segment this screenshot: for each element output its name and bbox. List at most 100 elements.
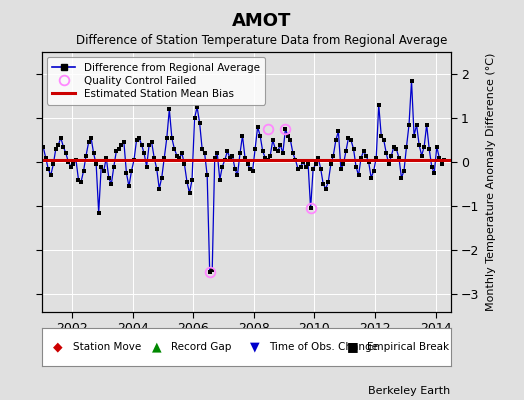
Point bbox=[428, 163, 436, 170]
Point bbox=[135, 135, 143, 141]
Point bbox=[190, 115, 199, 121]
Point bbox=[322, 186, 330, 192]
Point bbox=[90, 150, 98, 156]
Point bbox=[147, 139, 156, 146]
Point bbox=[425, 146, 433, 152]
Point bbox=[347, 137, 355, 143]
Point bbox=[365, 159, 373, 165]
Text: Empirical Break: Empirical Break bbox=[367, 342, 449, 352]
Text: Berkeley Earth: Berkeley Earth bbox=[368, 386, 451, 396]
Point bbox=[385, 161, 393, 168]
Point bbox=[377, 132, 386, 139]
Point bbox=[390, 144, 398, 150]
Point bbox=[79, 168, 88, 174]
Point bbox=[107, 181, 115, 188]
Point bbox=[223, 148, 232, 154]
Point bbox=[382, 150, 390, 156]
Point bbox=[387, 152, 396, 159]
Point bbox=[379, 137, 388, 143]
Point bbox=[415, 141, 423, 148]
Text: Time of Obs. Change: Time of Obs. Change bbox=[269, 342, 378, 352]
Point bbox=[430, 170, 439, 176]
Point bbox=[301, 163, 310, 170]
Point bbox=[357, 154, 365, 161]
Point bbox=[261, 154, 269, 161]
Point bbox=[41, 154, 50, 161]
Point bbox=[354, 172, 363, 178]
Point bbox=[195, 119, 204, 126]
Point bbox=[418, 152, 426, 159]
Text: Difference of Station Temperature Data from Regional Average: Difference of Station Temperature Data f… bbox=[77, 34, 447, 47]
Point bbox=[82, 152, 90, 159]
Point bbox=[57, 135, 65, 141]
Point bbox=[367, 174, 375, 181]
Point bbox=[307, 205, 315, 212]
Point bbox=[94, 210, 103, 216]
Point bbox=[188, 176, 196, 183]
Point bbox=[51, 146, 60, 152]
Point bbox=[133, 137, 141, 143]
Point bbox=[291, 157, 300, 163]
Point bbox=[112, 148, 121, 154]
Text: ▲: ▲ bbox=[151, 340, 161, 354]
Point bbox=[105, 174, 113, 181]
Point bbox=[362, 152, 370, 159]
Point bbox=[254, 124, 262, 130]
Point bbox=[326, 161, 335, 168]
Point bbox=[49, 161, 58, 168]
Point bbox=[258, 148, 267, 154]
Point bbox=[359, 148, 368, 154]
Point bbox=[62, 150, 70, 156]
Point bbox=[193, 104, 201, 110]
Point bbox=[140, 150, 148, 156]
Point bbox=[332, 137, 340, 143]
Point bbox=[369, 168, 378, 174]
Point bbox=[435, 154, 443, 161]
Point bbox=[246, 166, 254, 172]
Text: ■: ■ bbox=[347, 340, 358, 354]
Point bbox=[289, 150, 297, 156]
Point bbox=[316, 166, 325, 172]
Point bbox=[145, 141, 154, 148]
Point bbox=[311, 161, 320, 168]
Point bbox=[97, 163, 105, 170]
Point bbox=[231, 166, 239, 172]
Point bbox=[155, 186, 163, 192]
Point bbox=[39, 144, 47, 150]
Point bbox=[162, 135, 171, 141]
Point bbox=[130, 157, 138, 163]
Point bbox=[299, 159, 307, 165]
Point bbox=[248, 168, 257, 174]
Point bbox=[241, 154, 249, 161]
Point bbox=[201, 150, 209, 156]
Point bbox=[350, 146, 358, 152]
Point bbox=[59, 144, 68, 150]
Point bbox=[337, 166, 345, 172]
Point bbox=[175, 154, 183, 161]
Point bbox=[137, 141, 146, 148]
Legend: Difference from Regional Average, Quality Control Failed, Estimated Station Mean: Difference from Regional Average, Qualit… bbox=[47, 57, 265, 104]
Point bbox=[208, 267, 216, 273]
Point bbox=[236, 150, 244, 156]
Point bbox=[158, 174, 166, 181]
Point bbox=[286, 137, 294, 143]
Point bbox=[84, 139, 93, 146]
Point bbox=[77, 179, 85, 185]
Point bbox=[339, 161, 347, 168]
Point bbox=[178, 150, 186, 156]
Point bbox=[251, 146, 259, 152]
Point bbox=[440, 157, 449, 163]
Point bbox=[211, 154, 219, 161]
Point bbox=[64, 159, 73, 165]
Point bbox=[226, 154, 234, 161]
Point bbox=[119, 139, 128, 146]
Point bbox=[110, 163, 118, 170]
Point bbox=[269, 137, 277, 143]
Point bbox=[100, 168, 108, 174]
Point bbox=[152, 166, 161, 172]
Point bbox=[67, 163, 75, 170]
Point bbox=[294, 166, 302, 172]
Point bbox=[117, 141, 126, 148]
Point bbox=[243, 161, 252, 168]
Point bbox=[180, 161, 189, 168]
